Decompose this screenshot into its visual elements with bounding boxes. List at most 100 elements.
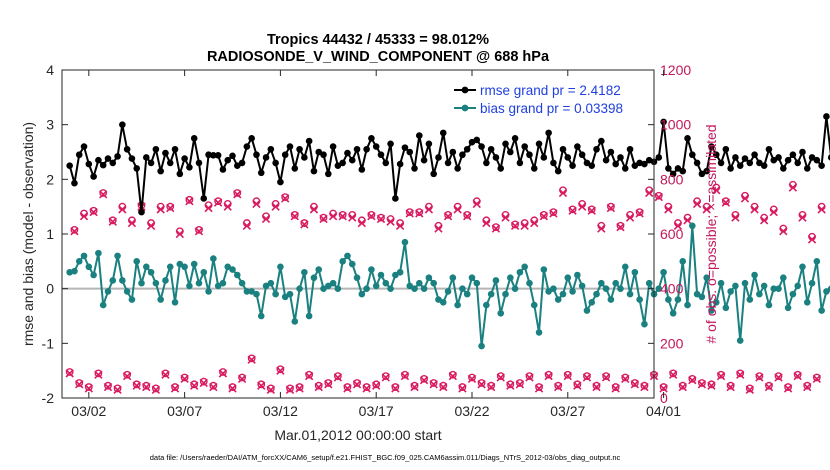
x-tick-label: 03/27: [550, 403, 585, 419]
obs-assimilated-stroke: [673, 221, 683, 230]
obs-assimilated-point: [582, 373, 592, 382]
obs-assimilated-point: [577, 202, 587, 211]
rmse-series-point: [612, 160, 619, 168]
bias-series-point: [147, 268, 155, 276]
rmse-series-point: [128, 155, 136, 162]
obs-assimilated-point: [707, 381, 716, 390]
rmse-series-point: [257, 169, 265, 177]
bias-series-point: [71, 267, 78, 275]
obs-assimilated-point: [496, 373, 505, 382]
obs-possible-point: [257, 380, 266, 389]
rmse-series-point: [526, 151, 533, 159]
rmse-series-point: [708, 143, 715, 150]
obs-possible-point: [276, 365, 285, 374]
obs-assimilated-stroke: [678, 382, 687, 392]
obs-assimilated-stroke: [410, 382, 419, 392]
bias-series-point: [827, 285, 830, 292]
y-tick-label: -2: [42, 390, 55, 406]
obs-assimilated-stroke: [213, 198, 223, 207]
obs-possible-point: [487, 381, 496, 390]
rmse-series-point: [396, 160, 404, 168]
obs-assimilated-point: [463, 212, 472, 221]
rmse-series-point: [329, 143, 337, 150]
rmse-series-point: [511, 135, 519, 142]
obs-assimilated-stroke: [563, 371, 572, 381]
y-tick-label: 1: [46, 226, 54, 242]
bias-series-point: [487, 290, 495, 298]
bias-series-point: [583, 307, 591, 314]
obs-assimilated-point: [486, 382, 496, 392]
rmse-series-point: [281, 151, 289, 159]
bias-series-point: [104, 288, 112, 295]
rmse-series-point: [301, 154, 308, 161]
obs-possible-point: [774, 372, 783, 381]
obs-possible-point: [113, 384, 122, 393]
obs-assimilated-stroke: [170, 384, 180, 393]
obs-assimilated-stroke: [688, 376, 697, 385]
rmse-series-point: [602, 156, 610, 164]
obs-assimilated-stroke: [467, 374, 477, 384]
rmse-series-point: [736, 162, 744, 169]
rmse-series-point: [727, 165, 734, 172]
bias-series-point: [267, 279, 275, 287]
obs-possible-point: [266, 384, 275, 393]
obs-assimilated-point: [103, 382, 113, 392]
obs-possible-point: [305, 370, 314, 379]
rmse-series-point: [85, 160, 93, 168]
rmse-series-point: [703, 167, 710, 175]
bias-series-point: [272, 290, 279, 298]
rmse-series-point: [416, 132, 423, 139]
rmse-series-point: [521, 143, 528, 150]
rmse-series-point: [626, 145, 634, 153]
bias-series-point: [439, 299, 447, 306]
obs-assimilated-point: [774, 373, 783, 382]
obs-possible-point: [602, 372, 611, 381]
y-right-tick-label: 600: [660, 226, 684, 242]
bias-series-point: [109, 277, 117, 284]
obs-possible-point: [300, 219, 309, 227]
rmse-series-point: [780, 165, 787, 172]
obs-assimilated-point: [376, 214, 386, 224]
obs-possible-point: [463, 210, 472, 219]
obs-assimilated-point: [118, 205, 127, 214]
bias-series-point: [75, 258, 83, 265]
obs-assimilated-point: [281, 194, 290, 203]
rmse-series-point: [372, 143, 380, 150]
bias-series-point: [119, 277, 126, 284]
obs-possible-point: [142, 381, 151, 390]
obs-assimilated-point: [142, 382, 151, 392]
obs-possible-point: [511, 220, 520, 229]
bias-series-point: [818, 307, 825, 314]
obs-assimilated-point: [510, 221, 520, 230]
rmse-series-point: [305, 137, 313, 145]
obs-assimilated-point: [597, 224, 606, 233]
bias-series-point: [224, 263, 232, 271]
rmse-series-point: [463, 145, 471, 153]
obs-assimilated-point: [506, 381, 515, 390]
y-tick-label: -1: [42, 335, 55, 351]
bias-series-point: [823, 288, 830, 295]
obs-possible-point: [75, 379, 84, 387]
obs-assimilated-stroke: [352, 380, 362, 389]
obs-assimilated-point: [673, 221, 683, 230]
obs-assimilated-stroke: [99, 190, 108, 199]
obs-assimilated-stroke: [534, 384, 544, 393]
footer-file-path: data file: /Users/raeder/DAI/ATM_forcXX/…: [150, 453, 621, 462]
obs-assimilated-point: [453, 205, 462, 214]
rmse-series-point: [684, 135, 691, 142]
rmse-series-point: [665, 165, 672, 172]
bias-series-point: [339, 258, 346, 265]
obs-assimilated-stroke: [798, 213, 807, 222]
rmse-series-point: [784, 156, 792, 164]
obs-assimilated-stroke: [285, 385, 295, 394]
obs-possible-point: [635, 208, 644, 217]
obs-assimilated-point: [395, 221, 405, 230]
obs-assimilated-stroke: [783, 384, 793, 393]
rmse-series-point: [449, 148, 457, 156]
rmse-series-point: [133, 165, 141, 172]
rmse-series-point: [693, 159, 701, 167]
obs-assimilated-stroke: [113, 385, 122, 394]
bias-series-point: [190, 260, 198, 268]
bias-series-point: [262, 282, 270, 290]
obs-possible-point: [89, 206, 98, 215]
